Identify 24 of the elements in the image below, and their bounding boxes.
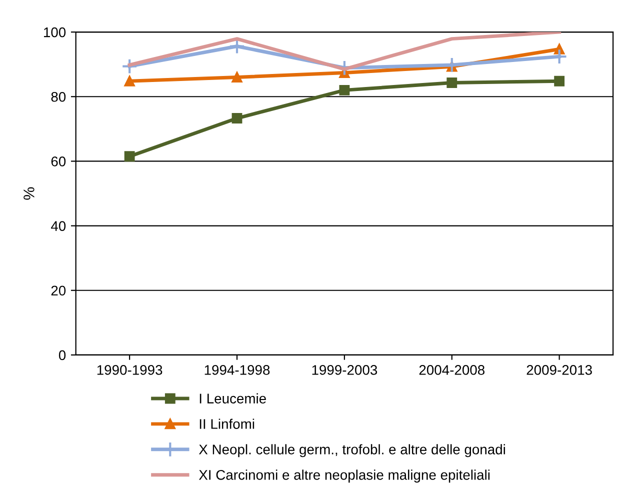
point bbox=[124, 76, 135, 86]
y-axis-title: % bbox=[24, 187, 34, 200]
point bbox=[446, 78, 458, 88]
y-tick-label: 20 bbox=[51, 286, 66, 296]
legend-label: XI Carcinomi e altre neoplasie maligne epiteliali bbox=[198, 470, 490, 483]
point bbox=[232, 113, 242, 124]
point bbox=[339, 84, 350, 96]
y-tick-label: 40 bbox=[50, 221, 66, 231]
point bbox=[554, 76, 565, 86]
legend-label: I Leucemie bbox=[200, 393, 266, 404]
y-tick-label: 100 bbox=[44, 27, 66, 38]
point bbox=[122, 58, 138, 74]
y-tick-label: 0 bbox=[58, 350, 66, 360]
x-tick-label: 1990-1993 bbox=[97, 365, 162, 375]
x-tick-label: 2009-2013 bbox=[526, 365, 592, 375]
legend-label: II Linfomi bbox=[200, 418, 254, 429]
point bbox=[124, 151, 135, 162]
legend-label: X Neopl. cellule germ., trofobl. e altre delle gonadi bbox=[198, 444, 505, 458]
y-tick-label: 80 bbox=[51, 92, 66, 102]
x-tick-label: 1999-2003 bbox=[312, 365, 378, 375]
x-tick-label: 2004-2008 bbox=[419, 365, 484, 375]
x-tick-label: 1994-1998 bbox=[204, 365, 270, 375]
y-tick-label: 60 bbox=[51, 156, 66, 166]
point bbox=[232, 72, 242, 82]
